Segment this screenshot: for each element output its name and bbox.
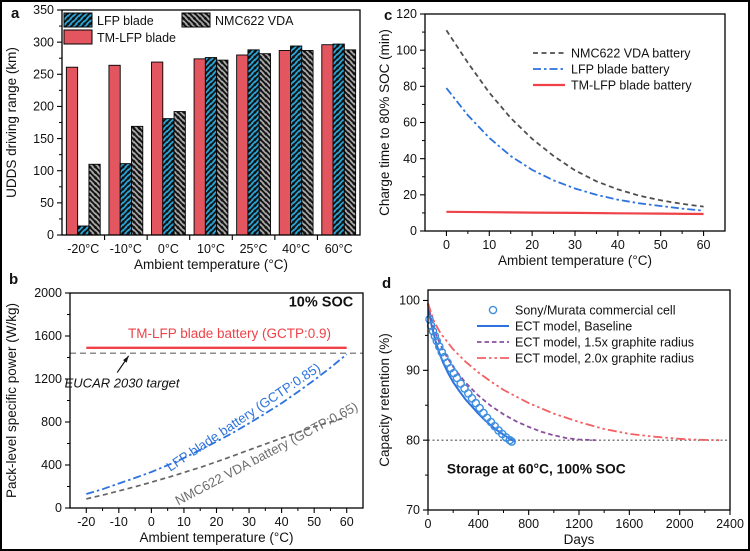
svg-text:1200: 1200	[34, 372, 62, 386]
svg-text:EUCAR 2030 target: EUCAR 2030 target	[65, 376, 181, 391]
svg-text:0: 0	[55, 501, 62, 515]
svg-text:10: 10	[177, 515, 191, 529]
svg-text:60: 60	[697, 238, 711, 252]
svg-text:50: 50	[307, 515, 321, 529]
svg-text:150: 150	[33, 132, 54, 146]
svg-text:100: 100	[33, 164, 54, 178]
svg-text:ECT model, 2.0x graphite radiu: ECT model, 2.0x graphite radius	[515, 352, 694, 366]
svg-text:30: 30	[568, 238, 582, 252]
svg-text:30: 30	[242, 515, 256, 529]
svg-text:0: 0	[443, 238, 450, 252]
svg-text:0: 0	[148, 515, 155, 529]
svg-text:TM-LFP blade: TM-LFP blade	[97, 31, 176, 45]
svg-text:10% SOC: 10% SOC	[289, 294, 354, 310]
svg-text:-10°C: -10°C	[110, 242, 142, 256]
svg-text:350: 350	[33, 3, 54, 17]
svg-text:40°C: 40°C	[282, 242, 310, 256]
svg-text:40: 40	[403, 152, 417, 166]
svg-text:250: 250	[33, 67, 54, 81]
svg-text:25°C: 25°C	[240, 242, 268, 256]
svg-text:Ambient temperature (°C): Ambient temperature (°C)	[498, 253, 652, 268]
svg-text:60: 60	[340, 515, 354, 529]
svg-text:-10: -10	[110, 515, 128, 529]
svg-text:TM-LFP blade battery: TM-LFP blade battery	[571, 79, 692, 93]
svg-text:20: 20	[403, 188, 417, 202]
svg-text:10: 10	[482, 238, 496, 252]
svg-text:UDDS driving range (km): UDDS driving range (km)	[4, 47, 19, 198]
panel-a-letter: a	[11, 5, 20, 22]
svg-text:1200: 1200	[565, 517, 593, 531]
svg-text:100: 100	[396, 43, 417, 57]
svg-text:2400: 2400	[716, 517, 744, 531]
svg-text:Ambient temperature (°C): Ambient temperature (°C)	[140, 530, 294, 545]
svg-text:120: 120	[396, 7, 417, 21]
svg-text:1600: 1600	[615, 517, 643, 531]
panel-c-chart: 0 10 20 30 40 50 60 0 20 40 60 80 100 120 Ambient temp…	[377, 7, 726, 268]
svg-text:1600: 1600	[34, 329, 62, 343]
svg-text:800: 800	[518, 517, 539, 531]
svg-text:80: 80	[406, 433, 420, 447]
panel-b-chart: -20 -10 0 10 20 30 40 50 60 0 400 800 1200 1600 2000 Am…	[4, 286, 364, 545]
svg-text:70: 70	[406, 503, 420, 517]
svg-text:NMC622 VDA battery: NMC622 VDA battery	[571, 47, 691, 61]
svg-text:50: 50	[40, 196, 54, 210]
svg-text:Charge time to 80% SOC (min): Charge time to 80% SOC (min)	[377, 29, 392, 216]
panel-c-letter: c	[384, 7, 393, 24]
svg-text:60°C: 60°C	[325, 242, 353, 256]
svg-text:Days: Days	[564, 532, 595, 547]
svg-text:10°C: 10°C	[197, 242, 225, 256]
svg-text:300: 300	[33, 35, 54, 49]
svg-text:LFP blade battery: LFP blade battery	[571, 63, 670, 77]
svg-text:400: 400	[468, 517, 489, 531]
svg-text:0: 0	[425, 517, 432, 531]
svg-text:200: 200	[33, 100, 54, 114]
svg-text:-20°C: -20°C	[67, 242, 99, 256]
svg-text:90: 90	[406, 364, 420, 378]
panel-d-chart: 0 400 800 1200 1600 2000 2400 70 80 90 100 Days Capa…	[377, 289, 744, 547]
svg-text:0°C: 0°C	[158, 242, 179, 256]
svg-text:800: 800	[41, 415, 62, 429]
svg-text:20: 20	[525, 238, 539, 252]
svg-text:40: 40	[275, 515, 289, 529]
svg-text:20: 20	[210, 515, 224, 529]
svg-text:0: 0	[410, 224, 417, 238]
svg-text:0: 0	[47, 228, 54, 242]
svg-text:Pack-level specific power (W/k: Pack-level specific power (W/kg)	[4, 303, 19, 498]
svg-text:Sony/Murata commercial cell: Sony/Murata commercial cell	[515, 304, 675, 318]
svg-text:ECT model, 1.5x graphite radiu: ECT model, 1.5x graphite radius	[515, 336, 694, 350]
panel-a-chart: -20°C -10°C 0°C 10°C 25°C 40°C 60°C 0 50 100 150 20…	[4, 3, 361, 272]
svg-text:-20: -20	[77, 515, 95, 529]
svg-text:2000: 2000	[666, 517, 694, 531]
svg-text:50: 50	[654, 238, 668, 252]
svg-text:LFP blade: LFP blade	[97, 14, 154, 28]
svg-text:40: 40	[611, 238, 625, 252]
svg-text:Ambient temperature (°C): Ambient temperature (°C)	[134, 257, 288, 272]
panel-d-letter: d	[382, 275, 392, 292]
svg-text:Capacity retention (%): Capacity retention (%)	[377, 333, 392, 467]
panel-b-letter: b	[9, 271, 19, 288]
svg-text:2000: 2000	[34, 286, 62, 300]
svg-text:NMC622 VDA: NMC622 VDA	[215, 14, 294, 28]
svg-text:80: 80	[403, 80, 417, 94]
svg-text:60: 60	[403, 116, 417, 130]
svg-text:400: 400	[41, 458, 62, 472]
svg-text:TM-LFP blade battery (GCTP:0.9: TM-LFP blade battery (GCTP:0.9)	[128, 326, 331, 341]
svg-text:ECT model, Baseline: ECT model, Baseline	[515, 320, 632, 334]
svg-text:100: 100	[399, 294, 420, 308]
svg-text:Storage at 60°C, 100% SOC: Storage at 60°C, 100% SOC	[447, 462, 626, 477]
